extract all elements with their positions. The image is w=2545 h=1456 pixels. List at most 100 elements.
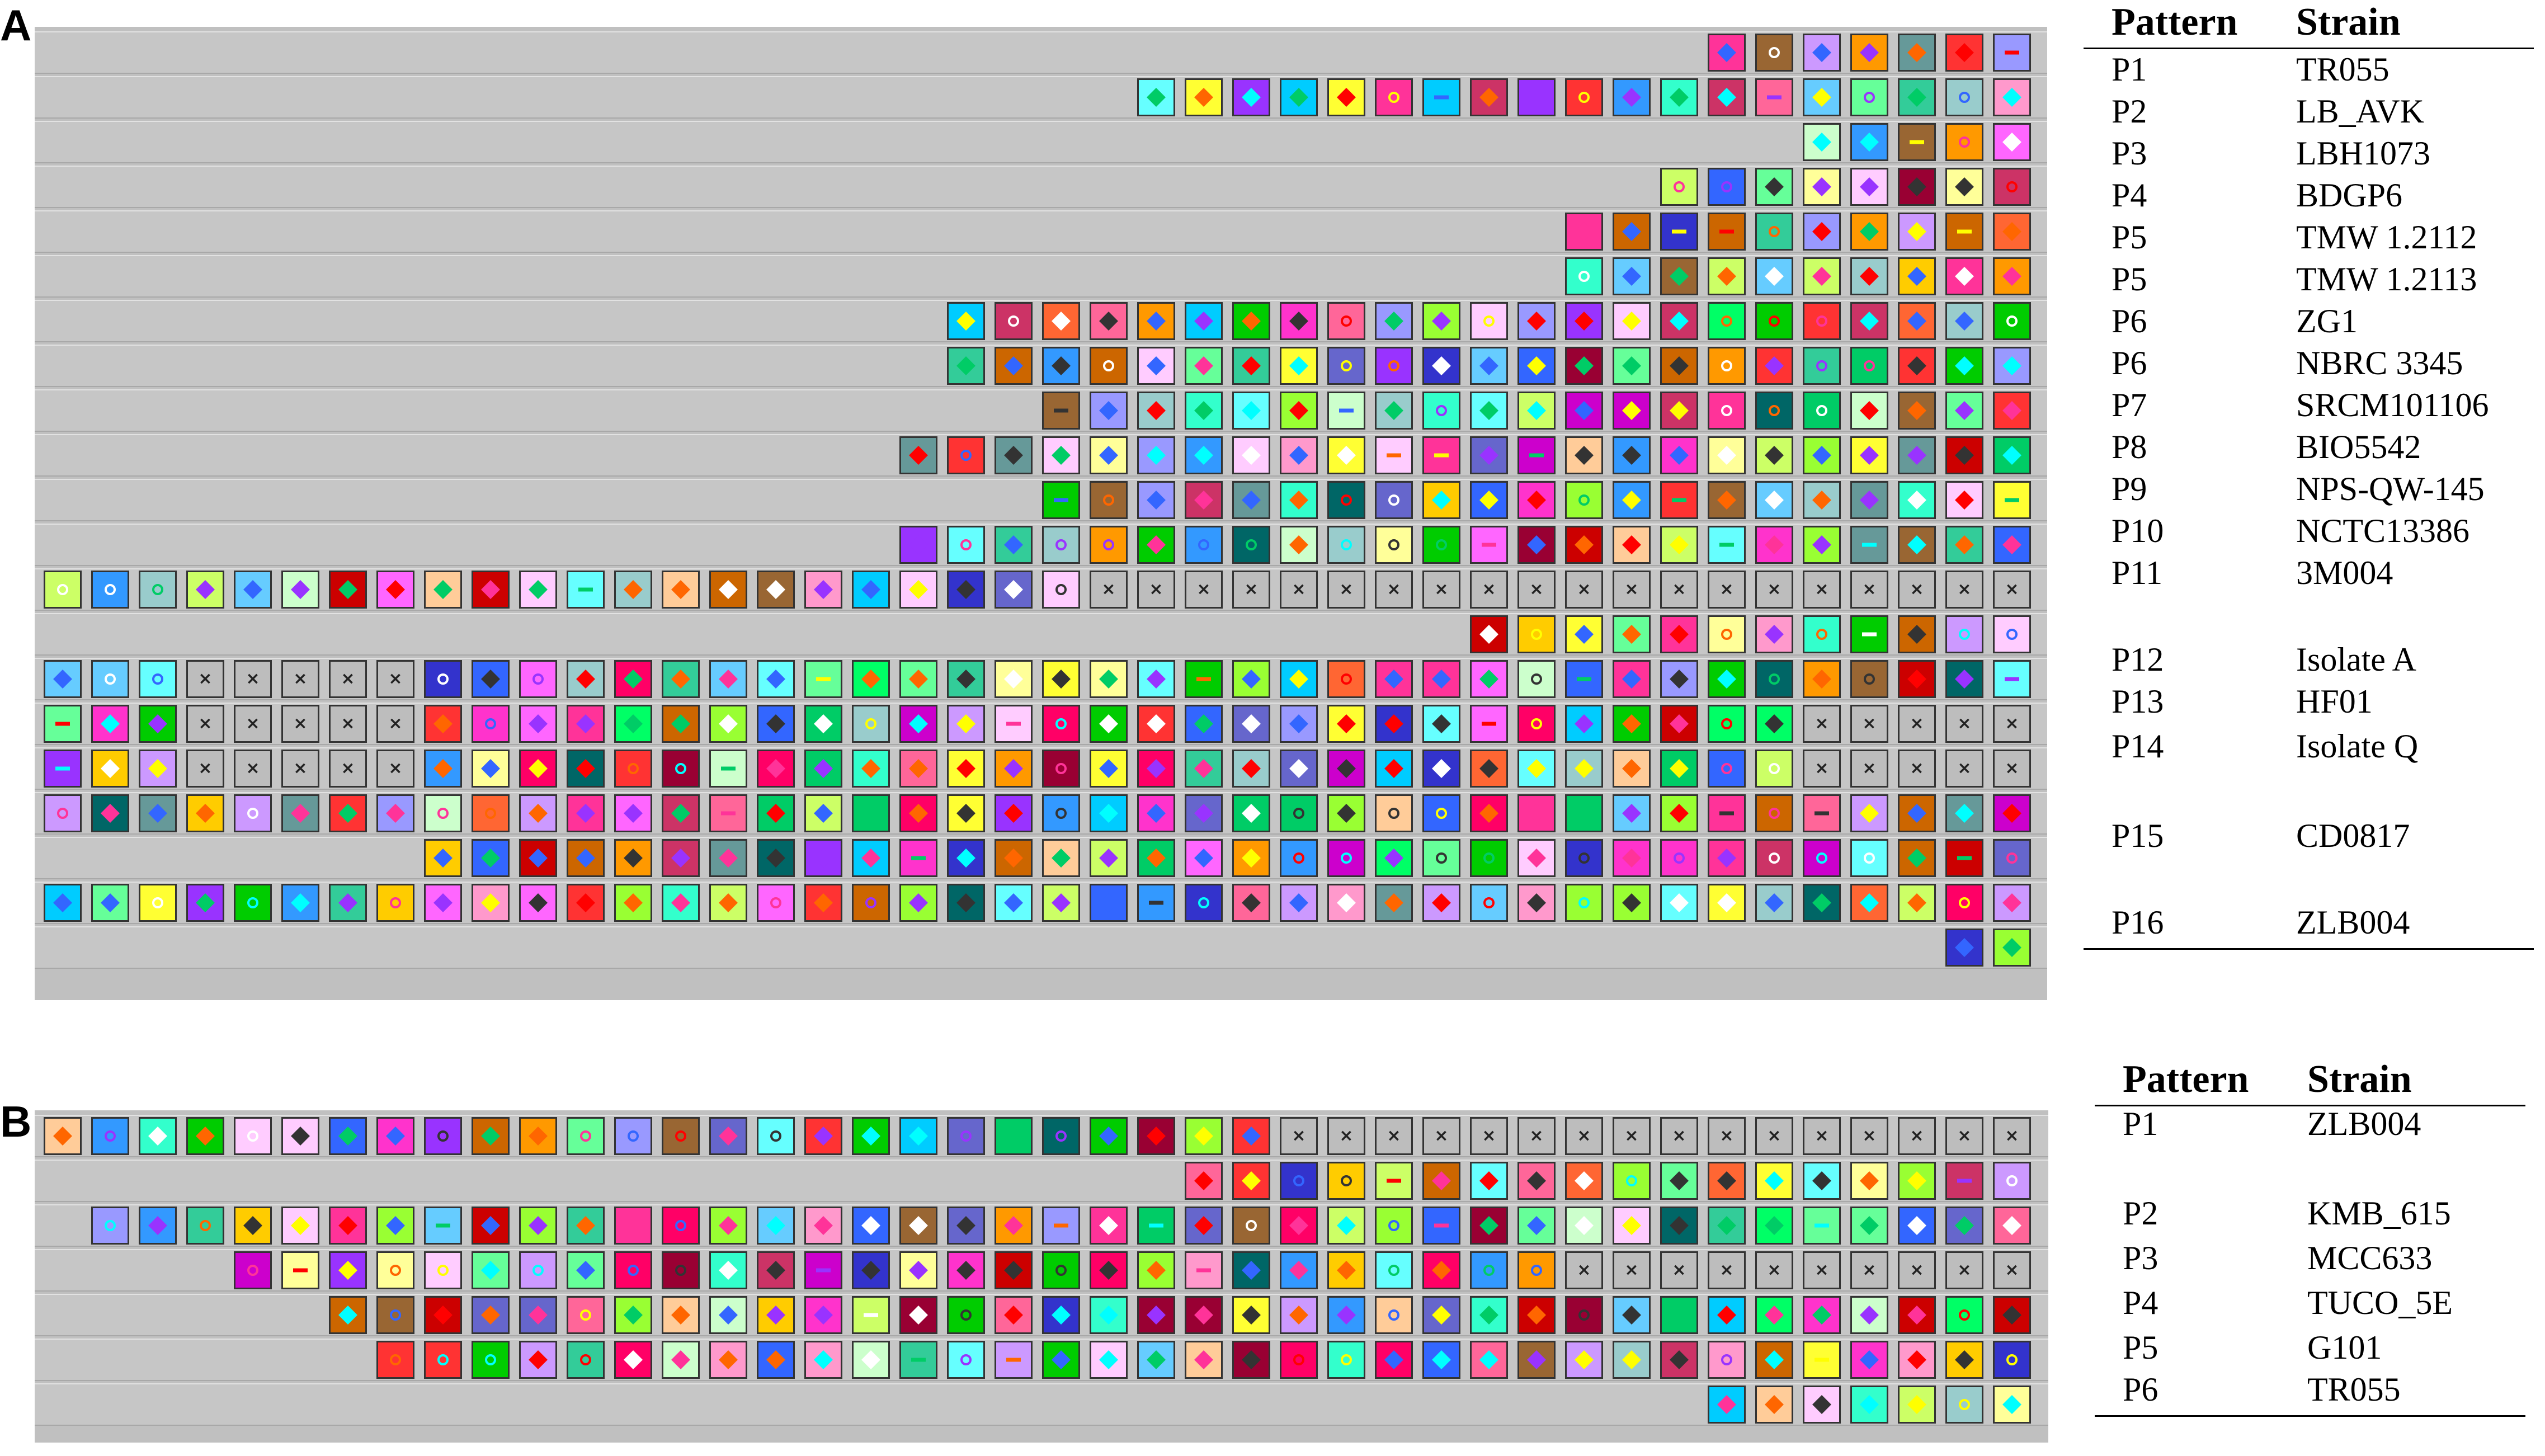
circle-icon <box>1531 673 1542 685</box>
panel-a-label: A <box>0 1 32 50</box>
spacer-box <box>709 1251 747 1289</box>
spacer-box <box>1993 257 2031 295</box>
diamond-icon <box>766 1261 785 1280</box>
spacer-box <box>757 1341 795 1379</box>
diamond-icon <box>433 1306 453 1325</box>
deleted-spacer-icon: × <box>1957 758 1972 778</box>
crispr-array-row <box>35 926 2047 969</box>
diamond-icon <box>1575 401 1594 420</box>
spacer-box <box>947 1296 985 1334</box>
diamond-icon <box>1907 1350 1926 1369</box>
spacer-box <box>1898 392 1936 430</box>
legend-bottom-rule <box>2084 948 2534 950</box>
diamond-icon <box>243 1216 262 1235</box>
spacer-box <box>1708 257 1746 295</box>
diamond-icon <box>1907 804 1926 823</box>
dash-icon <box>721 766 736 771</box>
diamond-icon <box>1955 938 1974 957</box>
deleted-spacer-icon: × <box>2005 579 2019 599</box>
circle-icon <box>1769 673 1780 685</box>
diamond-icon <box>956 356 975 375</box>
diamond-icon <box>1622 849 1641 868</box>
spacer-box <box>1898 213 1936 251</box>
diamond-icon <box>1432 1171 1451 1190</box>
spacer-box <box>947 526 985 564</box>
spacer-box <box>1708 392 1746 430</box>
legend-pattern: P4 <box>2112 177 2147 214</box>
diamond-icon <box>624 1350 643 1369</box>
diamond-icon <box>1099 893 1118 912</box>
diamond-icon <box>576 759 595 778</box>
spacer-box <box>1042 526 1080 564</box>
spacer-box <box>1327 660 1365 698</box>
crispr-array-row <box>35 121 2047 163</box>
spacer-box <box>1185 392 1223 430</box>
spacer-box <box>662 750 700 788</box>
diamond-icon <box>1289 88 1308 107</box>
spacer-box <box>899 1341 937 1379</box>
diamond-icon <box>861 1350 880 1369</box>
spacer-box: × <box>1898 750 1936 788</box>
spacer-box <box>1137 1117 1175 1155</box>
spacer-box <box>1042 1296 1080 1334</box>
spacer-box <box>614 884 652 922</box>
spacer-box <box>1327 481 1365 519</box>
spacer-box <box>376 1341 414 1379</box>
diamond-icon <box>481 893 500 912</box>
spacer-box <box>1613 750 1651 788</box>
spacer-box <box>1470 1162 1508 1200</box>
spacer-box <box>1660 347 1698 385</box>
diamond-icon <box>338 893 357 912</box>
spacer-box <box>1660 168 1698 206</box>
spacer-box: × <box>1945 705 1983 743</box>
legend-header-rule <box>2095 1105 2525 1106</box>
diamond-icon <box>1907 401 1926 420</box>
diamond-icon <box>1717 267 1736 286</box>
spacer-box <box>1755 660 1793 698</box>
spacer-box: × <box>234 705 272 743</box>
diamond-icon <box>1099 670 1118 689</box>
legend-strain: 3M004 <box>2296 554 2393 591</box>
circle-icon <box>1388 808 1399 819</box>
deleted-spacer-icon: × <box>1815 714 1829 733</box>
spacer-box <box>899 884 937 922</box>
spacer-box <box>376 794 414 832</box>
circle-icon <box>1341 673 1352 685</box>
spacer-box <box>1803 123 1841 161</box>
diamond-icon <box>956 714 975 733</box>
spacer-box <box>1185 1207 1223 1245</box>
spacer-box <box>1993 615 2031 653</box>
spacer-box <box>1850 1386 1888 1424</box>
spacer-box: × <box>1755 571 1793 609</box>
dash-icon <box>1434 1223 1449 1228</box>
spacer-box <box>709 1296 747 1334</box>
diamond-icon <box>576 804 595 823</box>
deleted-spacer-icon: × <box>1292 1126 1306 1146</box>
circle-icon <box>1959 136 1970 148</box>
circle-icon <box>1055 718 1067 729</box>
diamond-icon <box>1004 580 1023 599</box>
spacer-box <box>709 571 747 609</box>
spacer-box <box>1185 1341 1223 1379</box>
spacer-box <box>376 571 414 609</box>
diamond-icon <box>1812 222 1831 241</box>
spacer-box <box>1993 660 2031 698</box>
diamond-icon <box>909 1306 928 1325</box>
spacer-box <box>376 884 414 922</box>
diamond-icon <box>1004 759 1023 778</box>
spacer-box <box>1280 750 1318 788</box>
diamond-icon <box>1527 491 1546 510</box>
circle-icon <box>1816 315 1827 327</box>
diamond-icon <box>1337 714 1356 733</box>
diamond-icon <box>1147 849 1166 868</box>
spacer-box <box>1850 794 1888 832</box>
spacer-box <box>1945 123 1983 161</box>
spacer-box <box>1945 1162 1983 1200</box>
spacer-box <box>1327 1341 1365 1379</box>
spacer-box <box>424 884 462 922</box>
diamond-icon <box>1004 535 1023 554</box>
dash-icon <box>1149 1223 1163 1228</box>
spacer-box <box>1470 1296 1508 1334</box>
diamond-icon <box>576 1261 595 1280</box>
spacer-box <box>1232 1162 1270 1200</box>
